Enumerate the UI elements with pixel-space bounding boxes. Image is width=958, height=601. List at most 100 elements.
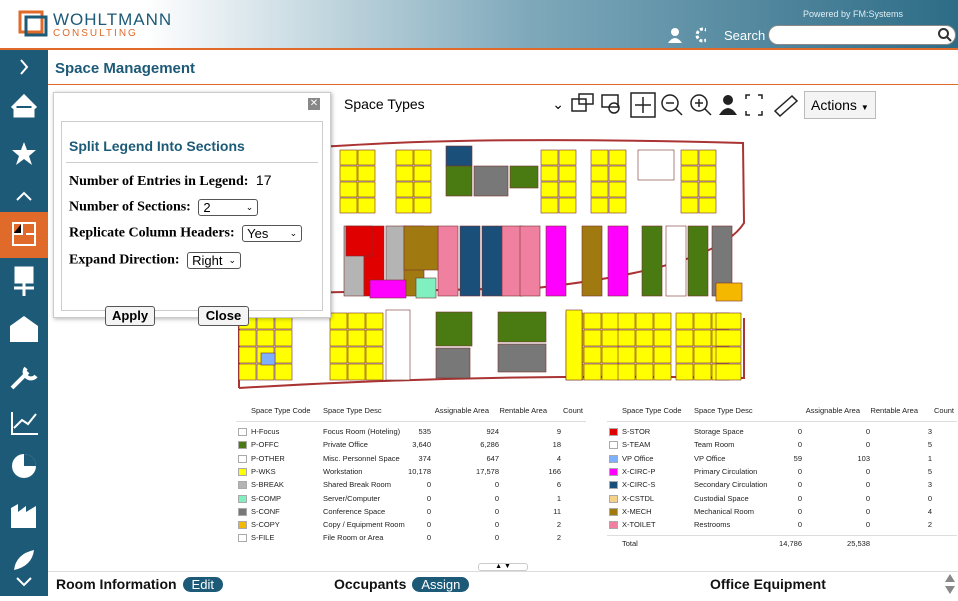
room[interactable]	[693, 346, 712, 364]
room[interactable]	[608, 149, 627, 166]
room[interactable]	[590, 197, 609, 214]
room[interactable]	[339, 149, 358, 166]
room[interactable]	[698, 181, 717, 198]
room[interactable]	[545, 225, 567, 297]
room[interactable]	[635, 312, 654, 330]
room[interactable]	[274, 346, 293, 364]
room[interactable]	[675, 363, 694, 381]
room[interactable]	[608, 181, 627, 198]
room[interactable]	[339, 165, 358, 182]
room[interactable]	[509, 165, 539, 189]
room[interactable]	[653, 346, 672, 364]
room[interactable]	[395, 149, 414, 166]
room[interactable]	[617, 312, 636, 330]
search-icon[interactable]	[937, 27, 953, 43]
room[interactable]	[238, 329, 257, 347]
room[interactable]	[445, 145, 473, 167]
room[interactable]	[413, 181, 432, 198]
room[interactable]	[459, 225, 481, 297]
panel-button[interactable]: Edit	[182, 577, 223, 592]
field-select[interactable]: Right ⌄	[187, 251, 241, 269]
room[interactable]	[715, 312, 742, 330]
room[interactable]	[357, 181, 376, 198]
room[interactable]	[680, 165, 699, 182]
room[interactable]	[238, 346, 257, 364]
room[interactable]	[715, 346, 742, 364]
room[interactable]	[715, 282, 743, 302]
room[interactable]	[329, 346, 348, 364]
room[interactable]	[698, 197, 717, 214]
room[interactable]	[347, 329, 366, 347]
room[interactable]	[413, 165, 432, 182]
room[interactable]	[583, 363, 602, 381]
room[interactable]	[329, 363, 348, 381]
room[interactable]	[540, 197, 559, 214]
room[interactable]	[357, 197, 376, 214]
room[interactable]	[395, 165, 414, 182]
dialog-button[interactable]: Apply	[105, 306, 155, 326]
room[interactable]	[675, 346, 694, 364]
room[interactable]	[481, 225, 503, 297]
room[interactable]	[437, 225, 459, 297]
room[interactable]	[558, 197, 577, 214]
room[interactable]	[256, 363, 275, 381]
room[interactable]	[693, 363, 712, 381]
room[interactable]	[675, 312, 694, 330]
room[interactable]	[501, 225, 523, 297]
layer-select[interactable]: Space Types ⌄	[330, 91, 568, 119]
room[interactable]	[590, 149, 609, 166]
room[interactable]	[540, 149, 559, 166]
room[interactable]	[601, 363, 620, 381]
room[interactable]	[680, 181, 699, 198]
room[interactable]	[540, 165, 559, 182]
room[interactable]	[274, 363, 293, 381]
room[interactable]	[369, 279, 407, 299]
room[interactable]	[558, 181, 577, 198]
splitter[interactable]: ▲ ▼	[478, 563, 528, 571]
room[interactable]	[617, 363, 636, 381]
room[interactable]	[698, 165, 717, 182]
room[interactable]	[675, 329, 694, 347]
room[interactable]	[473, 165, 509, 197]
room[interactable]	[339, 181, 358, 198]
room[interactable]	[693, 329, 712, 347]
room[interactable]	[435, 347, 471, 379]
room[interactable]	[365, 329, 384, 347]
room[interactable]	[395, 181, 414, 198]
room[interactable]	[635, 329, 654, 347]
room[interactable]	[415, 277, 437, 299]
room[interactable]	[665, 225, 687, 297]
sidebar-icons[interactable]	[0, 50, 48, 596]
room[interactable]	[693, 312, 712, 330]
room[interactable]	[653, 329, 672, 347]
room[interactable]	[635, 346, 654, 364]
room[interactable]	[590, 165, 609, 182]
room[interactable]	[680, 197, 699, 214]
room[interactable]	[274, 329, 293, 347]
room[interactable]	[698, 149, 717, 166]
room[interactable]	[365, 363, 384, 381]
room[interactable]	[347, 363, 366, 381]
room[interactable]	[635, 363, 654, 381]
search-box[interactable]	[768, 25, 956, 45]
room[interactable]	[607, 225, 629, 297]
room[interactable]	[715, 329, 742, 347]
room[interactable]	[637, 149, 675, 181]
room[interactable]	[687, 225, 709, 297]
close-x[interactable]: ✕	[308, 98, 320, 110]
room[interactable]	[641, 225, 663, 297]
room[interactable]	[497, 343, 547, 373]
room[interactable]	[385, 309, 411, 381]
room[interactable]	[497, 311, 547, 343]
room[interactable]	[617, 329, 636, 347]
room[interactable]	[653, 363, 672, 381]
room[interactable]	[601, 329, 620, 347]
room[interactable]	[357, 149, 376, 166]
room[interactable]	[608, 197, 627, 214]
room[interactable]	[583, 312, 602, 330]
room[interactable]	[680, 149, 699, 166]
room[interactable]	[413, 197, 432, 214]
room[interactable]	[590, 181, 609, 198]
room[interactable]	[583, 329, 602, 347]
actions-button[interactable]: Actions ▼	[804, 91, 876, 119]
